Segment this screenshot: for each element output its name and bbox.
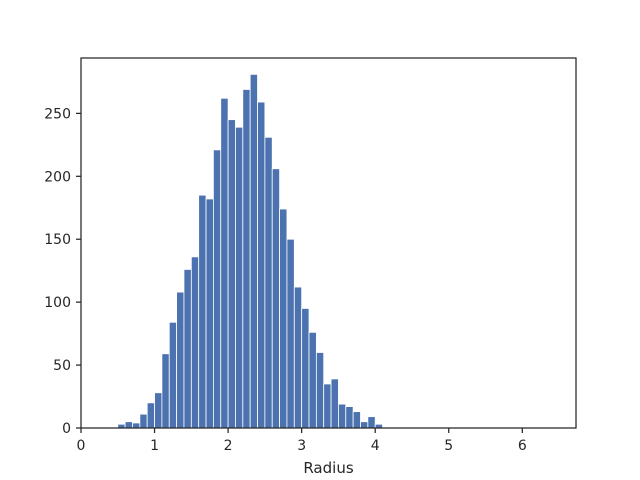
histogram-bar (212, 149, 222, 429)
y-tick-label: 50 (53, 358, 71, 374)
histogram-bar (308, 331, 317, 429)
histogram-bar (132, 422, 141, 429)
histogram-bar (301, 308, 310, 429)
x-tick-label: 2 (224, 438, 233, 454)
histogram-bar (146, 402, 155, 429)
y-axis-ticks: 0 50 100 150 200 250 (44, 106, 81, 437)
histogram-bar (257, 101, 266, 429)
histogram-bar (360, 421, 369, 429)
x-axis-ticks: 0 1 2 3 4 5 6 (77, 428, 527, 454)
y-tick-label: 250 (44, 106, 71, 122)
x-tick-label: 0 (77, 438, 86, 454)
y-tick-label: 150 (44, 232, 71, 248)
x-tick-label: 5 (444, 438, 453, 454)
histogram-bar (286, 238, 295, 429)
x-axis-label: Radius (303, 459, 353, 477)
histogram-bar (220, 97, 229, 429)
histogram-bar (124, 421, 133, 429)
histogram-bar (154, 392, 163, 429)
histogram-bar (330, 378, 339, 429)
histogram-bar (161, 353, 170, 429)
x-tick-label: 6 (518, 438, 527, 454)
histogram-bar (315, 352, 325, 429)
y-tick-label: 0 (62, 421, 71, 437)
histogram-bar (271, 168, 280, 429)
histogram-bar (338, 403, 347, 429)
histogram-bar (190, 256, 200, 429)
histogram-bar (345, 406, 354, 429)
x-tick-label: 4 (371, 438, 380, 454)
histogram-bar (183, 269, 192, 429)
histogram-bar (249, 73, 258, 429)
histogram-bar (227, 119, 236, 429)
plot-area-frame (80, 57, 577, 429)
x-tick-label: 3 (297, 438, 306, 454)
histogram-bar (293, 286, 303, 429)
histogram-bar (205, 198, 214, 429)
histogram-bar (352, 411, 361, 429)
x-tick-label: 1 (150, 438, 159, 454)
histogram-bar (367, 416, 376, 429)
histogram-bar (198, 194, 207, 429)
histogram-bar (242, 89, 251, 429)
y-tick-label: 200 (44, 169, 71, 185)
histogram-bar (279, 208, 288, 429)
histogram-bar (323, 383, 332, 429)
histogram-bar (176, 291, 185, 429)
histogram-bar (264, 136, 273, 429)
histogram-bar (139, 413, 148, 429)
y-tick-label: 100 (44, 295, 71, 311)
histogram-bar (168, 321, 178, 429)
histogram-bar (235, 126, 244, 429)
